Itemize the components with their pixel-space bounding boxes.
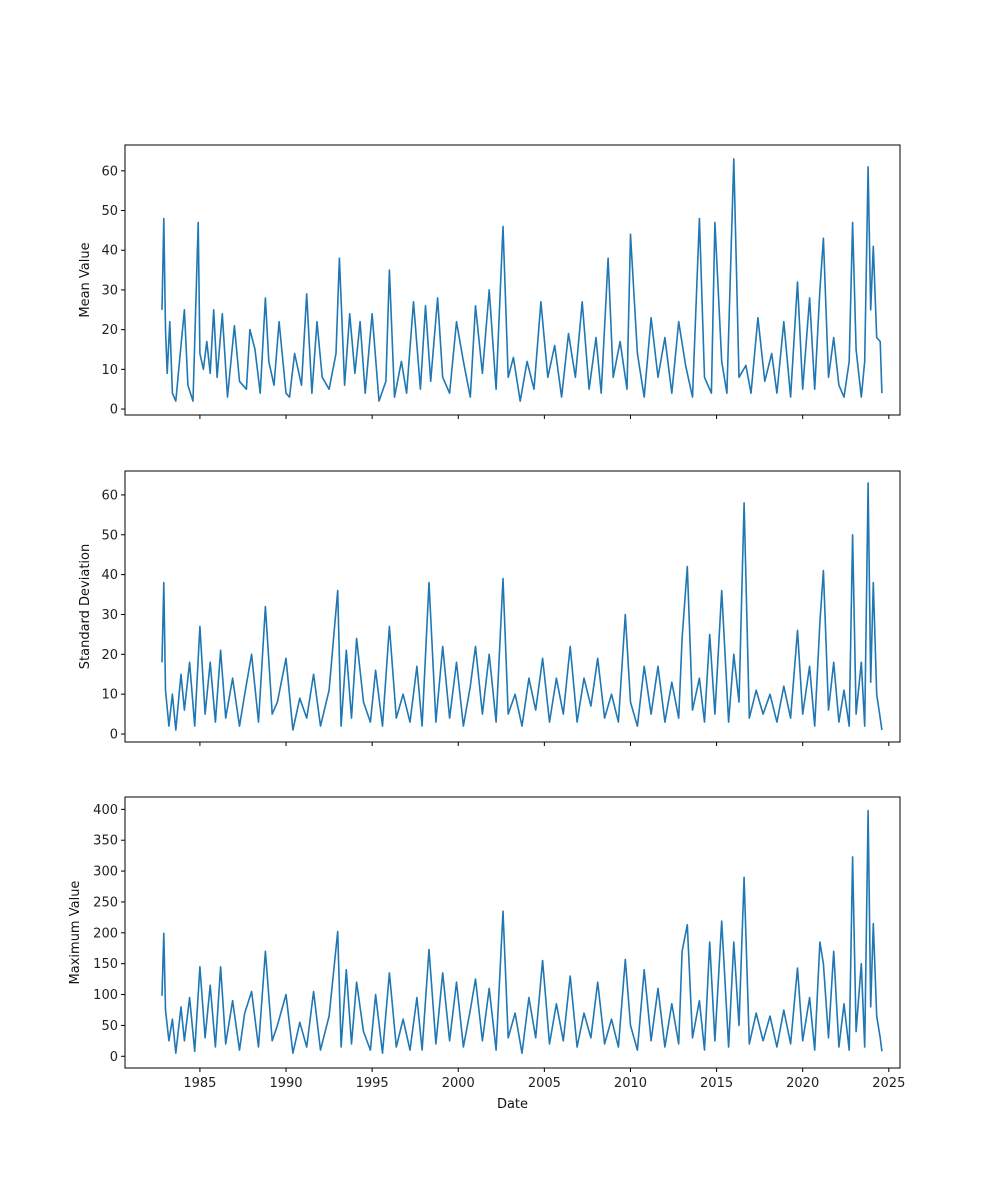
maximum-value-y-tick-label: 300 [93,865,118,880]
standard-deviation-y-tick-label: 50 [101,528,118,543]
subplot-mean-value: 0 10 20 30 40 50 60 Mean Value [78,144,901,419]
maximum-value-y-tick-label: 150 [93,957,118,972]
standard-deviation-y-tick-label: 30 [101,608,118,623]
maximum-value-line [161,809,883,1054]
standard-deviation-y-axis-label: Standard Deviation [78,544,93,669]
mean-value-y-axis-label: Mean Value [78,242,93,317]
mean-value-axes-frame [124,144,901,416]
mean-value-y-tick-label: 0 [110,403,118,418]
standard-deviation-line [161,482,883,731]
maximum-value-x-tick-label: 2025 [872,1076,905,1091]
standard-deviation-y-ticks: 0 10 20 30 40 50 60 [101,488,125,743]
maximum-value-x-tick-label: 2005 [528,1076,561,1091]
maximum-value-x-tick-label: 1985 [183,1076,216,1091]
mean-value-y-tick-label: 60 [101,164,118,179]
standard-deviation-axes-frame [124,470,901,743]
maximum-value-x-tick-label: 2010 [614,1076,647,1091]
maximum-value-y-tick-label: 100 [93,988,118,1003]
mean-value-y-tick-label: 40 [101,244,118,259]
mean-value-line [161,158,883,402]
maximum-value-x-tick-label: 1990 [269,1076,302,1091]
maximum-value-y-ticks: 0 50 100 150 200 250 300 350 400 [93,803,125,1065]
maximum-value-x-tick-label: 1995 [356,1076,389,1091]
subplot-standard-deviation: 0 10 20 30 40 50 60 Standard Deviation [78,470,901,746]
maximum-value-y-tick-label: 350 [93,834,118,849]
standard-deviation-y-tick-label: 40 [101,568,118,583]
maximum-value-y-tick-label: 400 [93,803,118,818]
mean-value-y-tick-label: 10 [101,363,118,378]
date-x-axis-label: Date [497,1097,528,1112]
standard-deviation-y-tick-label: 10 [101,688,118,703]
mean-value-y-ticks: 0 10 20 30 40 50 60 [101,164,125,418]
maximum-value-y-tick-label: 0 [110,1050,118,1065]
maximum-value-axes-frame [124,796,901,1069]
standard-deviation-y-tick-label: 20 [101,648,118,663]
mean-value-y-tick-label: 20 [101,323,118,338]
maximum-value-x-tick-label: 2015 [700,1076,733,1091]
maximum-value-x-tick-label: 2000 [442,1076,475,1091]
maximum-value-y-tick-label: 50 [101,1019,118,1034]
maximum-value-y-tick-label: 250 [93,895,118,910]
subplot-maximum-value: 0 50 100 150 200 250 300 350 400 1985 1990 1995 200… [68,796,905,1112]
mean-value-x-ticks [199,415,890,419]
standard-deviation-x-ticks [199,742,890,746]
mean-value-y-tick-label: 30 [101,283,118,298]
maximum-value-y-tick-label: 200 [93,926,118,941]
standard-deviation-y-tick-label: 0 [110,728,118,743]
mean-value-y-tick-label: 50 [101,204,118,219]
maximum-value-x-tick-label: 2020 [786,1076,819,1091]
standard-deviation-y-tick-label: 60 [101,488,118,503]
maximum-value-x-ticks: 1985 1990 1995 2000 2005 2010 2015 2020 2025 [183,1068,905,1091]
maximum-value-y-axis-label: Maximum Value [68,881,83,985]
